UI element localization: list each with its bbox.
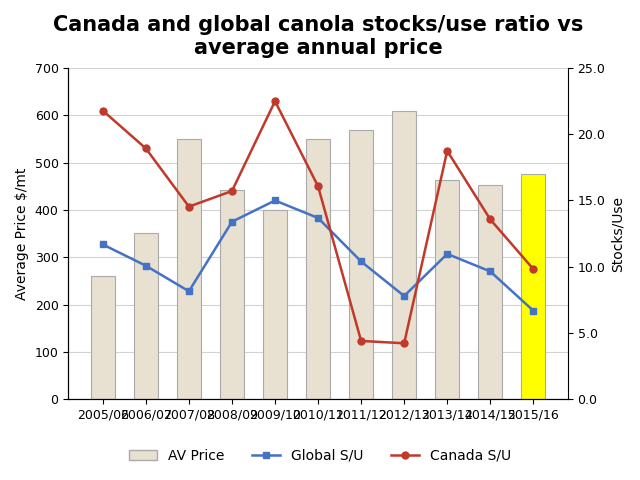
Bar	[306, 139, 330, 399]
Bar	[134, 233, 157, 399]
Bar	[177, 139, 201, 399]
Bar	[91, 276, 115, 399]
Legend: AV Price, Global S/U, Canada S/U: AV Price, Global S/U, Canada S/U	[124, 443, 516, 468]
Title: Canada and global canola stocks/use ratio vs
average annual price: Canada and global canola stocks/use rati…	[53, 15, 583, 58]
Bar	[479, 185, 502, 399]
Bar	[392, 111, 416, 399]
Y-axis label: Average Price $/mt: Average Price $/mt	[15, 168, 29, 300]
Bar	[522, 174, 545, 399]
Y-axis label: Stocks/Use: Stocks/Use	[611, 195, 625, 272]
Bar	[220, 190, 244, 399]
Bar	[263, 210, 287, 399]
Bar	[349, 130, 373, 399]
Bar	[435, 180, 459, 399]
